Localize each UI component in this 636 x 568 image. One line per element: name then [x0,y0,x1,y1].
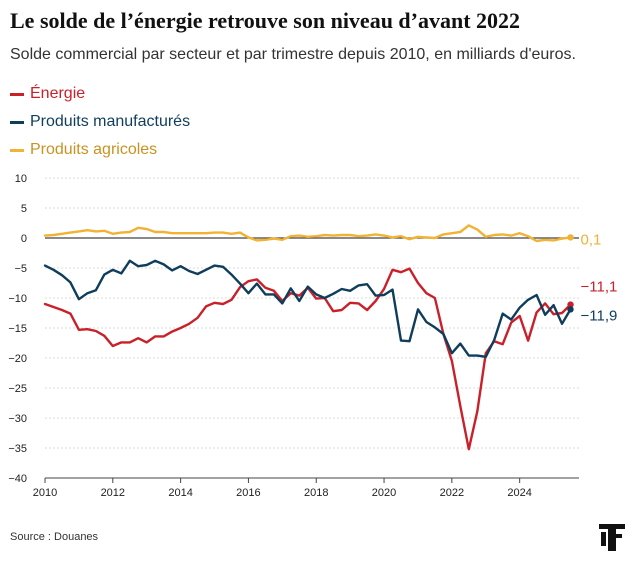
x-tick-label: 2020 [372,487,396,499]
y-tick-label: −30 [8,413,27,425]
legend-swatch-agricoles [10,148,24,152]
legend-item-manufactures: Produits manufacturés [10,108,190,136]
x-tick-label: 2018 [304,487,328,499]
series-line [43,259,572,358]
legend-swatch-energie [10,92,24,96]
legend-item-agricoles: Produits agricoles [10,136,190,164]
series-end-point [567,234,574,241]
legend-label-manufactures: Produits manufacturés [30,113,191,130]
legend-label-agricoles: Produits agricoles [30,141,158,158]
y-tick-label: 10 [15,173,27,185]
x-tick-label: 2012 [101,487,125,499]
y-tick-label: 0 [21,233,27,245]
series-end-label: −11,1 [581,279,618,296]
series-line [43,224,572,243]
source-note: Source : Douanes [10,531,99,543]
y-tick-label: −10 [8,293,27,305]
y-tick-label: −15 [8,323,27,335]
y-tick-label: −20 [8,353,27,365]
x-tick-label: 2024 [507,487,531,499]
chart-subtitle: Solde commercial par secteur et par trim… [10,46,576,63]
series-end-point [567,306,574,313]
y-tick-label: −40 [8,473,27,485]
series-end-label: 0,1 [581,231,602,248]
chart-title: Le solde de l’énergie retrouve son nivea… [10,8,521,33]
series-end-point [567,301,574,308]
x-tick-label: 2016 [236,487,260,499]
y-tick-label: 5 [21,203,27,215]
y-tick-label: −25 [8,383,27,395]
series-end-label: −11,9 [581,307,618,324]
legend-label-energie: Énergie [30,85,86,102]
x-tick-label: 2014 [168,487,192,499]
le-figaro-logo-icon [599,524,625,551]
series-line [43,267,572,451]
y-tick-label: −5 [14,263,27,275]
x-tick-label: 2022 [440,487,464,499]
legend-item-energie: Énergie [10,80,190,108]
chart-legend: Énergie Produits manufacturés Produits a… [10,80,190,164]
legend-swatch-manufactures [10,120,24,124]
x-tick-label: 2010 [33,487,57,499]
y-tick-label: −35 [8,443,27,455]
